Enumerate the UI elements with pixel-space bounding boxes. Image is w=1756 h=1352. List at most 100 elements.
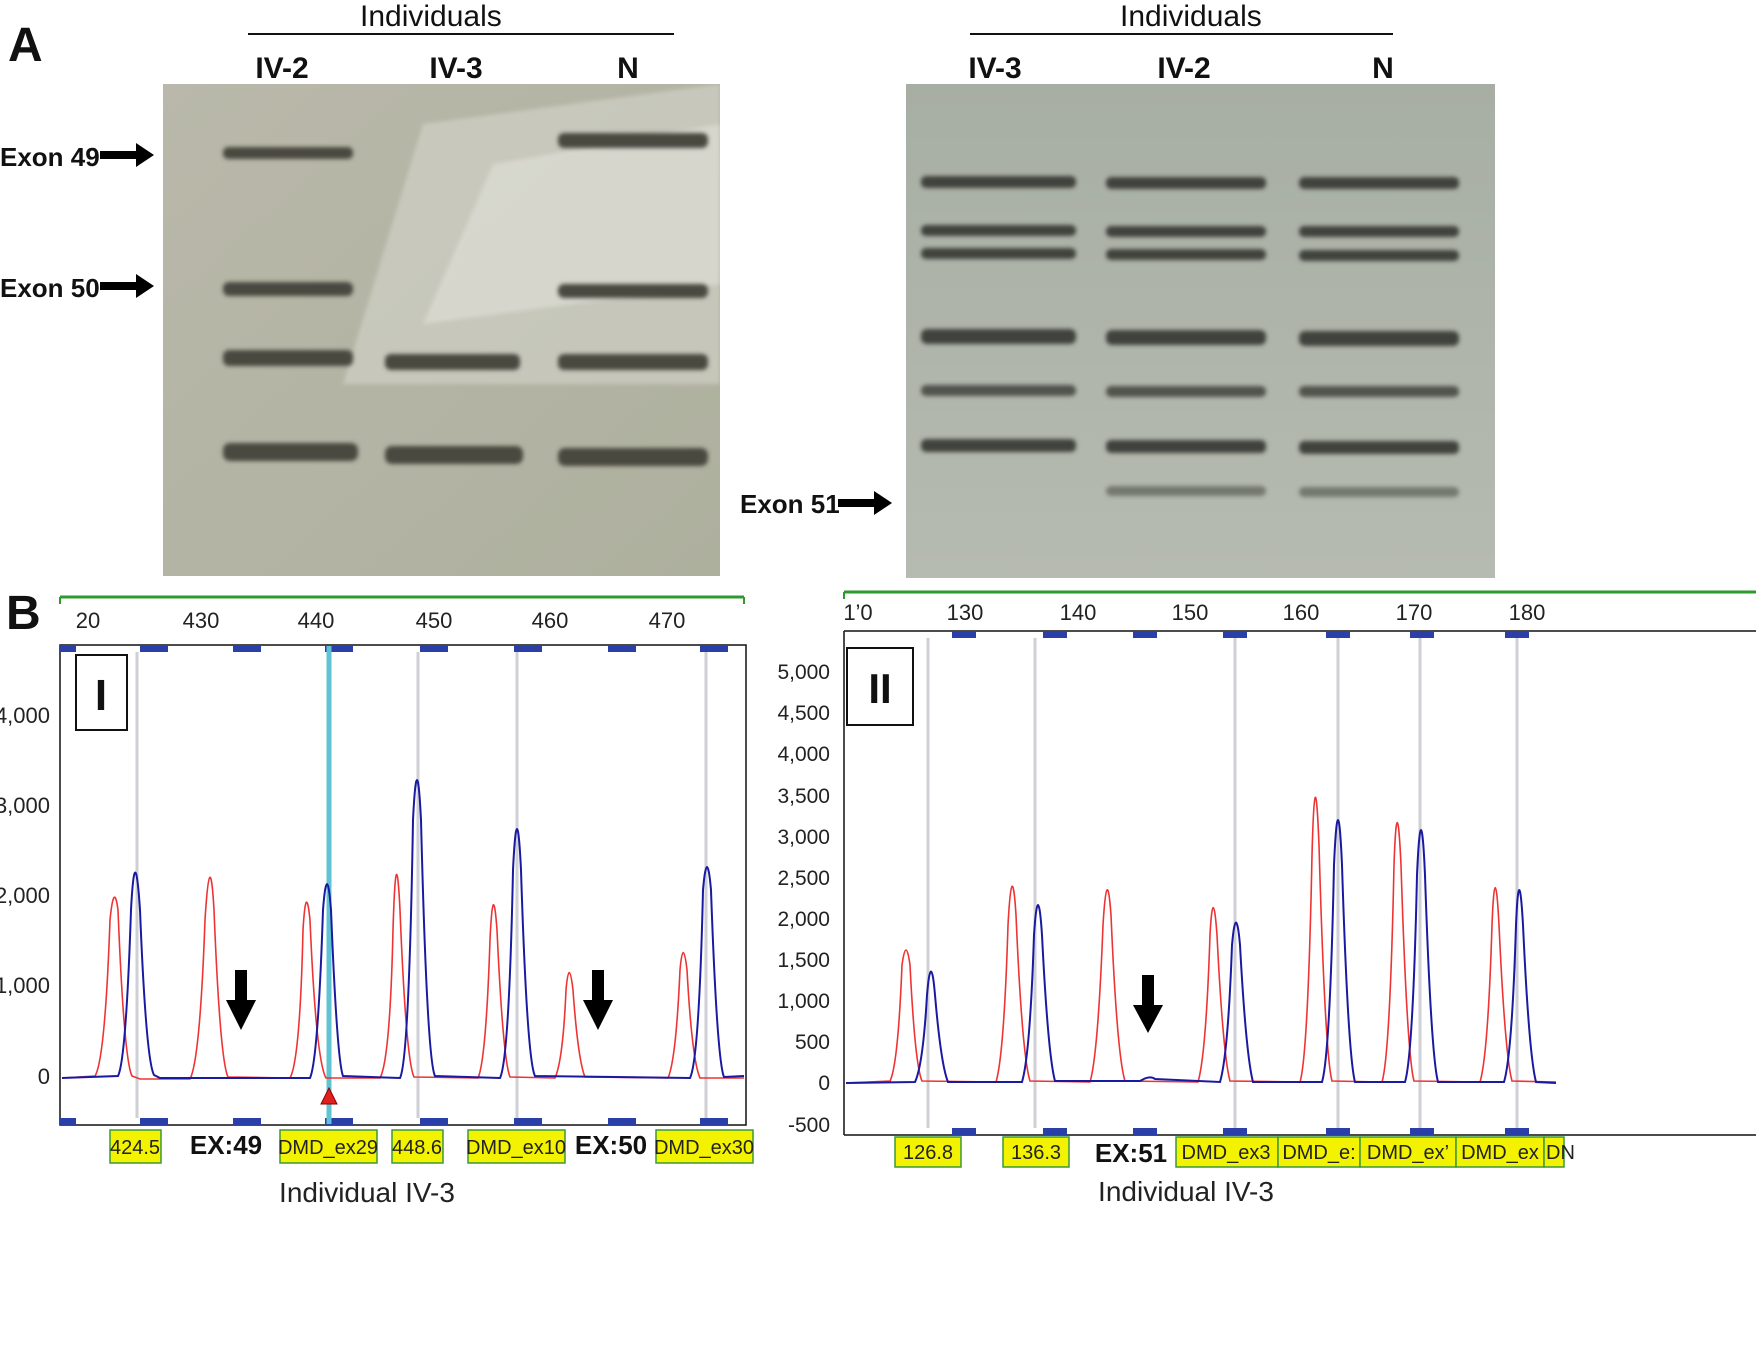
plot2-xtick-7: 180 (1509, 600, 1546, 625)
plot2-ytick-11: 0 (818, 1072, 830, 1095)
plot1-xtick-2: 430 (183, 608, 220, 633)
plot2-ytick-7: 2,000 (777, 908, 830, 931)
panel-b-letter: B (6, 587, 41, 640)
band-l-4-lane1 (223, 443, 358, 461)
plot1-label: I (95, 671, 107, 720)
plot1-ytick-1: 4,000 (0, 703, 50, 728)
plot1-bin-markers (60, 645, 728, 1125)
left-gel-lane-2: IV-3 (429, 52, 483, 85)
plot1-label-box (75, 654, 128, 731)
left-gel-header-rule (248, 33, 674, 35)
band-l-3-lane1 (223, 350, 353, 366)
band-l-4-lane3 (558, 448, 708, 466)
exon-51-arrow-icon (838, 490, 892, 521)
plot1-bin-label-1: 424.5 (110, 1137, 160, 1159)
plot2-label-box (846, 647, 914, 726)
plot1-xtick-3: 440 (298, 608, 335, 633)
plot2-xtick-4: 150 (1172, 600, 1209, 625)
plot2-bin-label-4: DMD_ex3 (1182, 1142, 1271, 1164)
plot1-arrow-icon-2 (583, 970, 613, 1030)
left-gel-image (163, 84, 720, 576)
plot2-ytick-10: 500 (795, 1031, 830, 1054)
exon-49-arrow-icon (100, 142, 154, 173)
plot2-bin-label-5: DMD_e: (1282, 1142, 1355, 1164)
band-r-1-lane3 (1299, 177, 1459, 189)
plot1-cursor-triangle-icon (320, 1086, 338, 1105)
right-gel-lane-3: N (1372, 52, 1394, 85)
plot2-caption: Individual IV-3 (1098, 1176, 1274, 1207)
plot1-bin-guides (135, 652, 708, 1118)
plot1-frame (59, 644, 747, 1126)
plot1-xtick-5: 460 (532, 608, 569, 633)
plot1-ytick-2: 3,000 (0, 793, 50, 818)
exon-50-arrow-icon (100, 273, 154, 304)
panel-a-letter: A (8, 19, 43, 72)
plot2-blue-trace (845, 819, 1557, 1084)
band-l-3-lane2 (385, 354, 520, 370)
plot2-label: II (868, 665, 891, 712)
plot2-ytick-12: -500 (788, 1114, 830, 1137)
plot2-xtick-6: 170 (1396, 600, 1433, 625)
band-r-4-lane3 (1299, 331, 1459, 346)
plot2-ytick-5: 3,000 (777, 826, 830, 849)
plot2-xtick-2: 130 (947, 600, 984, 625)
plot1-bin-label-4: 448.6 (392, 1137, 442, 1159)
band-r-4-lane1 (921, 329, 1076, 344)
right-gel-header-rule (970, 33, 1393, 35)
plot1-bin-label-6: EX:50 (575, 1130, 647, 1160)
band-r-2-lane3 (1299, 226, 1459, 237)
plot1-bin-label-3: DMD_ex29 (278, 1137, 378, 1159)
plot2-xtick-1: 1’0 (843, 600, 872, 625)
plot2-bin-guides (926, 638, 1519, 1128)
band-r-6-lane2 (1106, 440, 1266, 453)
band-r-3-lane3 (1299, 250, 1459, 261)
plot2-bin-label-3: EX:51 (1095, 1138, 1167, 1168)
plot1-xtick-4: 450 (416, 608, 453, 633)
plot1-bin-label-5: DMD_ex10 (466, 1137, 566, 1159)
electropherogram-plot-2: 1’0 130 140 150 160 170 180 5,000 4,500 … (777, 590, 1756, 1207)
electropherogram-plot-1: 20 430 440 450 460 470 4,000 3,000 2,000… (0, 595, 754, 1208)
right-gel-lane-2: IV-2 (1157, 52, 1211, 85)
plot1-caption: Individual IV-3 (279, 1177, 455, 1208)
band-r-2-lane2 (1106, 226, 1266, 237)
plot2-bin-labels: 126.8 136.3 EX:51 DMD_ex3 DMD_e: DMD_ex’… (894, 1136, 1575, 1168)
plot2-bin-label-2: 136.3 (1011, 1142, 1061, 1164)
band-l-4-lane2 (385, 446, 523, 464)
plot1-bin-label-2: EX:49 (190, 1130, 262, 1160)
band-r-ex51-lane3 (1299, 487, 1459, 497)
band-r-5-lane2 (1106, 386, 1266, 397)
plot2-ytick-8: 1,500 (777, 949, 830, 972)
plot2-xtick-5: 160 (1283, 600, 1320, 625)
plot2-bin-label-7: DMD_ex (1461, 1142, 1539, 1164)
plot2-ytick-2: 4,500 (777, 702, 830, 725)
plot2-bin-label-8: DN (1546, 1142, 1575, 1164)
band-r-5-lane1 (921, 385, 1076, 396)
plot2-ytick-1: 5,000 (777, 661, 830, 684)
plot2-arrow-icon (1133, 975, 1163, 1033)
band-r-6-lane1 (921, 439, 1076, 452)
band-r-3-lane2 (1106, 249, 1266, 260)
left-gel-svg (163, 84, 720, 576)
plot2-xtick-3: 140 (1060, 600, 1097, 625)
left-gel-lane-3: N (617, 52, 639, 85)
band-r-1-lane1 (921, 176, 1076, 188)
plot1-ytick-3: 2,000 (0, 883, 50, 908)
plot2-bin-markers (952, 631, 1529, 1135)
band-l-3-lane3 (558, 354, 708, 370)
band-l-ex50-lane3 (558, 284, 708, 298)
right-gel-svg (906, 84, 1495, 578)
exon-49-label: Exon 49 (0, 142, 100, 172)
band-r-5-lane3 (1299, 386, 1459, 397)
plot2-bin-label-1: 126.8 (903, 1142, 953, 1164)
plot1-xtick-1: 20 (76, 608, 100, 633)
plot1-red-trace (61, 873, 744, 1080)
band-r-ex51-lane2 (1106, 486, 1266, 496)
plot2-bin-label-6: DMD_ex’ (1367, 1142, 1449, 1164)
right-gel-image (906, 84, 1495, 578)
plot2-red-trace (845, 796, 1557, 1084)
right-gel-lane-1: IV-3 (968, 52, 1022, 85)
band-r-2-lane1 (921, 225, 1076, 236)
plot1-xtick-6: 470 (649, 608, 686, 633)
left-gel-header: Individuals (360, 0, 502, 33)
right-gel-header: Individuals (1120, 0, 1262, 33)
